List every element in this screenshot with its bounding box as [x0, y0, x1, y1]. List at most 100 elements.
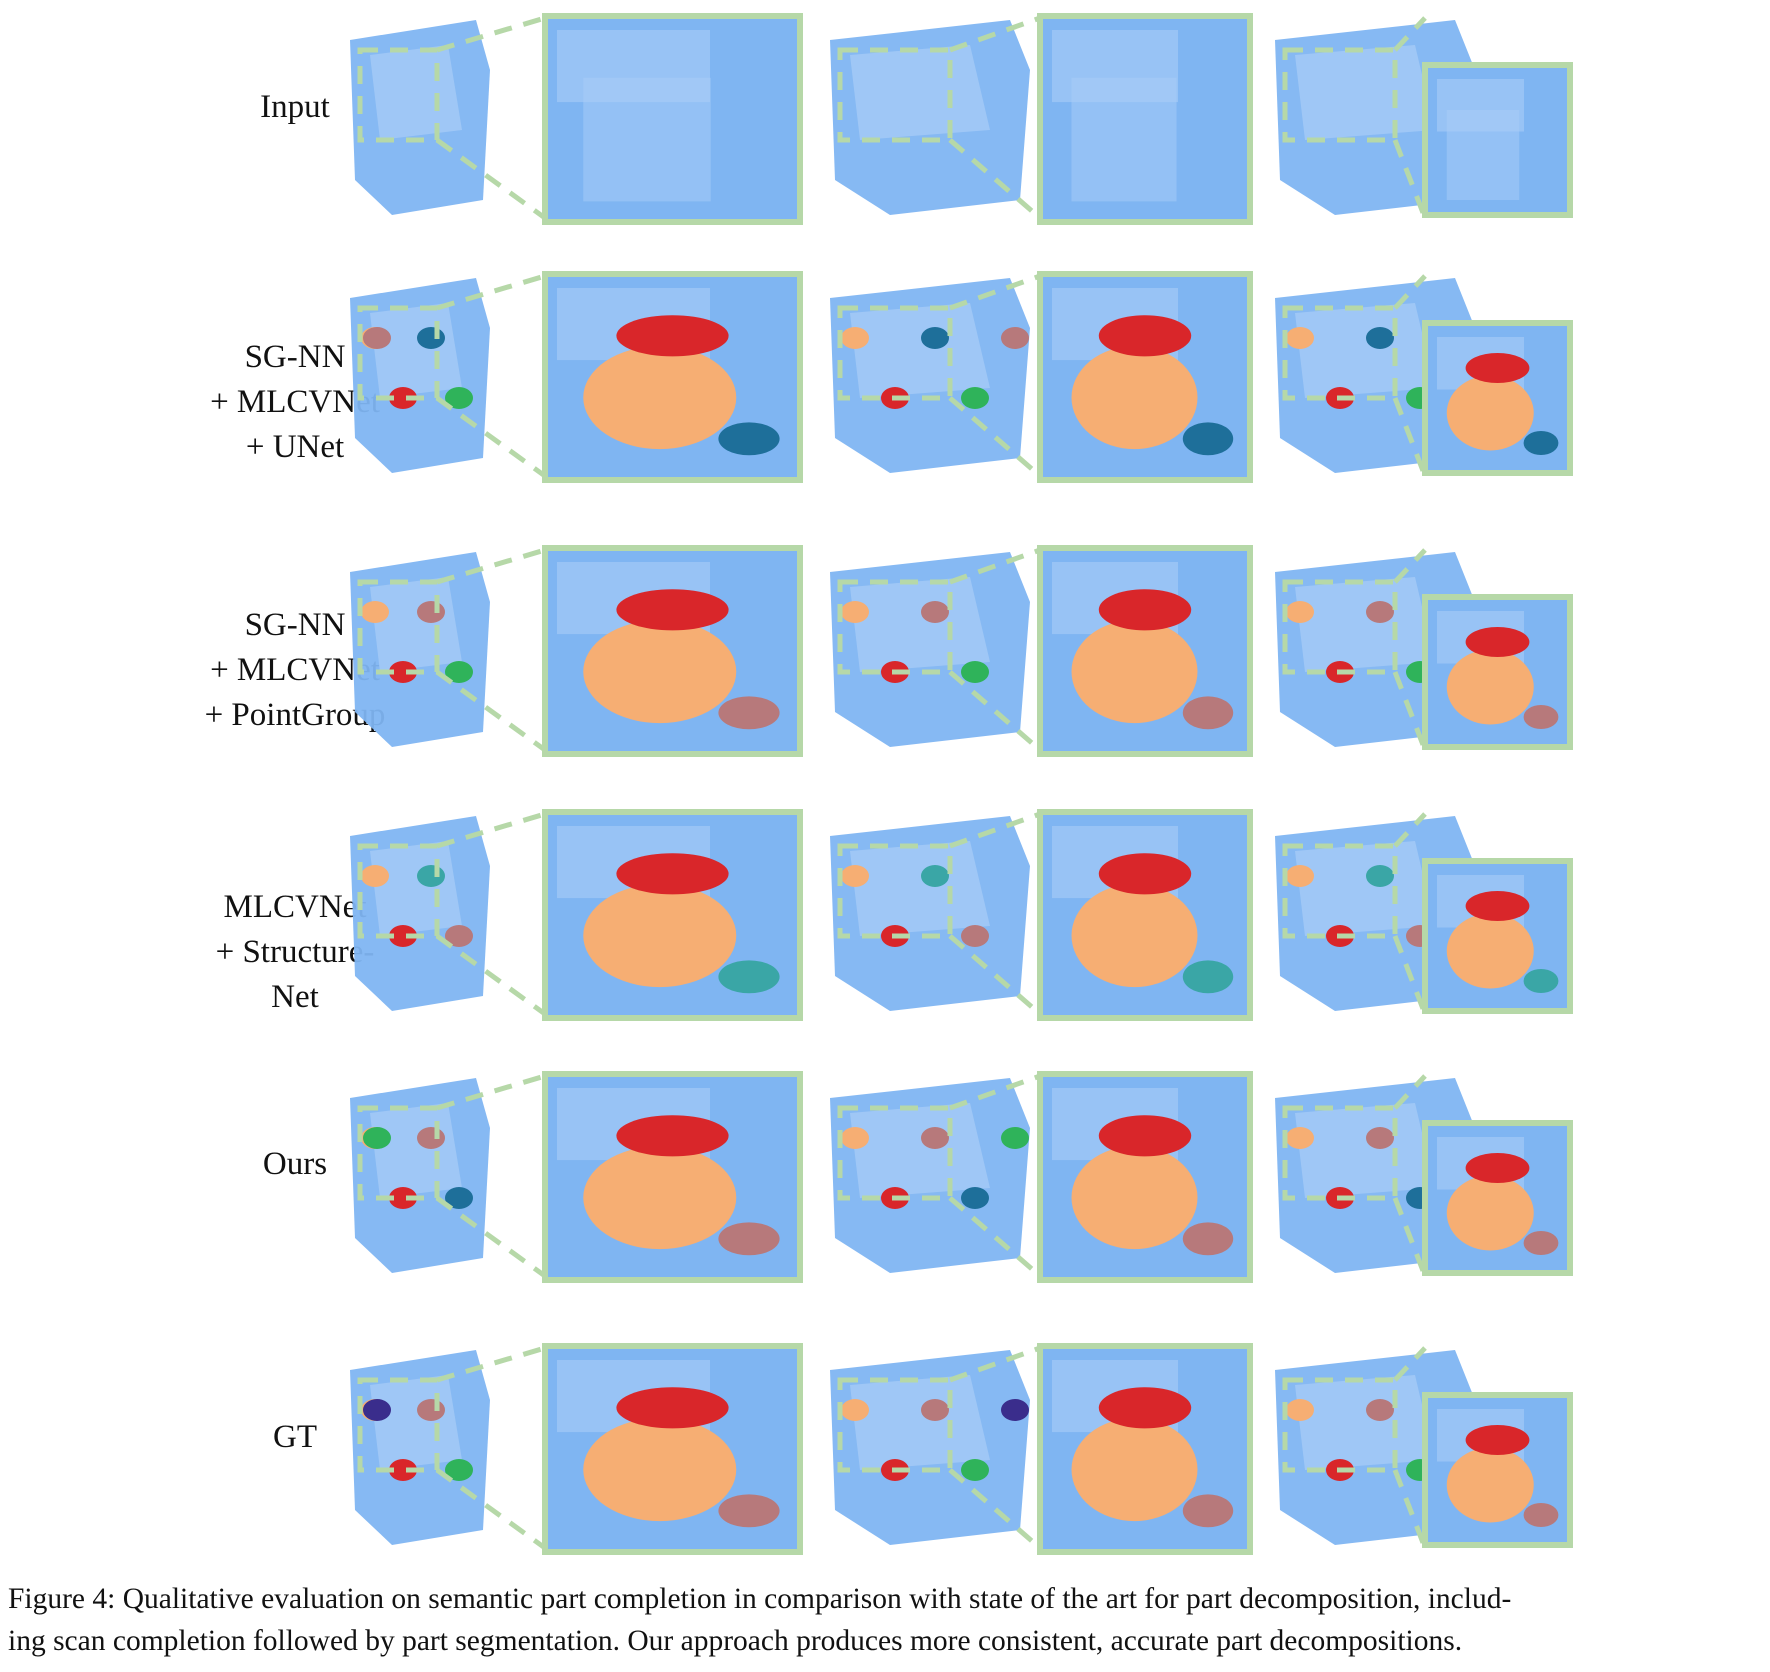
row-label-line: Ours: [262, 1146, 328, 1182]
part-blob: [961, 661, 989, 683]
scan-overview-highlight: [370, 577, 462, 672]
zoom-connector-line: [435, 933, 547, 1017]
zoom-connector-line: [949, 547, 1041, 585]
part-blob: [841, 1127, 869, 1149]
zoom-region-box: [1282, 579, 1398, 675]
inset-part-main: [1071, 884, 1198, 988]
zoom-region-box: [357, 305, 440, 401]
part-blob: [1286, 865, 1314, 887]
caption-line-2: ing scan completion followed by part seg…: [8, 1625, 1463, 1657]
zoom-connector-line: [949, 811, 1041, 849]
part-blob: [961, 1459, 989, 1481]
part-blob: [445, 1187, 473, 1209]
inset-part-secondary: [1465, 891, 1530, 921]
zoom-region-box: [837, 1377, 953, 1473]
part-blob: [921, 865, 949, 887]
scene-panel-1-ours: [350, 1071, 803, 1283]
scan-overview-highlight: [850, 577, 990, 672]
inset-part-secondary: [616, 589, 729, 631]
inset-part-secondary: [616, 1387, 729, 1429]
inset-part-tertiary: [1182, 422, 1234, 456]
part-blob: [921, 601, 949, 623]
zoom-region-box: [357, 843, 440, 939]
zoom-connector-line: [435, 395, 547, 479]
row-label-line: + Structure-: [215, 934, 375, 970]
zoom-region-box: [1282, 1105, 1398, 1201]
inset-part-main: [1071, 1146, 1198, 1250]
part-blob: [921, 1399, 949, 1421]
inset-part-secondary: [1098, 1115, 1192, 1157]
zoom-connector-line: [948, 670, 1042, 752]
part-blob: [1001, 1127, 1029, 1149]
row-label-input: Input: [160, 85, 430, 130]
zoom-connector-line: [948, 396, 1042, 478]
inset-part-tertiary: [1523, 431, 1559, 455]
part-blob: [445, 1459, 473, 1481]
scan-overview-highlight: [370, 841, 462, 936]
scene-panel-3-mlcvnet-structurenet: [1275, 812, 1573, 1015]
part-blob: [1001, 327, 1029, 349]
scan-overview-highlight: [370, 1375, 462, 1470]
scan-overview-highlight: [370, 303, 462, 398]
zoom-region-box: [357, 1377, 440, 1473]
zoom-region-box: [1282, 1377, 1398, 1473]
scene-panel-2-gt: [830, 1343, 1253, 1555]
zoom-region-box: [357, 1105, 440, 1201]
scan-overview-highlight: [370, 45, 462, 140]
inset-part-main: [1071, 1418, 1198, 1522]
zoom-connector-line: [1393, 16, 1427, 52]
inset-part-main: [583, 346, 737, 450]
inset-part-tertiary: [718, 960, 780, 994]
zoom-connector-line: [1392, 1469, 1428, 1549]
scan-overview-highlight: [850, 303, 990, 398]
part-blob: [363, 1399, 391, 1421]
part-blob: [1366, 601, 1394, 623]
inset-part-secondary: [1465, 1153, 1530, 1183]
zoom-region-box: [837, 47, 953, 143]
scene-panel-2-sgnn-mlcvnet-pointgroup: [830, 545, 1253, 757]
scene-panel-1-input: [350, 13, 803, 225]
part-blob: [445, 387, 473, 409]
inset-part-tertiary: [1182, 960, 1234, 994]
inset-part-main: [583, 620, 737, 724]
row-label-line: Net: [271, 979, 319, 1015]
row-label-sgnn-unet: SG-NN + MLCVNet + UNet: [160, 335, 430, 470]
inset-part-secondary: [1465, 353, 1530, 383]
part-blob: [1366, 865, 1394, 887]
row-label-line: SG-NN: [244, 339, 346, 375]
zoom-connector-line: [435, 1467, 547, 1551]
part-blob: [921, 1127, 949, 1149]
inset-part-secondary: [616, 1115, 729, 1157]
zoom-region-box: [837, 305, 953, 401]
part-blob: [389, 387, 417, 409]
caption-line-1: Figure 4: Qualitative evaluation on sema…: [8, 1583, 1512, 1615]
part-blob: [961, 1187, 989, 1209]
scene-panel-1-sgnn-mlcvnet-unet: [350, 271, 803, 483]
zoom-region-box: [1282, 305, 1398, 401]
scene-panel-2-mlcvnet-structurenet: [830, 809, 1253, 1021]
scan-overview-highlight: [370, 1103, 462, 1198]
part-blob: [1366, 1399, 1394, 1421]
zoom-connector-line: [435, 1195, 547, 1279]
zoom-connector-line: [948, 1468, 1042, 1550]
zoom-connector-line: [1392, 139, 1428, 219]
inset-part-tertiary: [1523, 705, 1559, 729]
scene-panel-2-ours: [830, 1071, 1253, 1283]
part-blob: [389, 1187, 417, 1209]
part-blob: [961, 925, 989, 947]
zoom-region-box: [837, 579, 953, 675]
inset-part-main: [1446, 1447, 1534, 1523]
zoom-connector-line: [436, 15, 546, 53]
zoom-connector-line: [435, 669, 547, 753]
inset-scan-object: [583, 77, 711, 202]
inset-part-main: [1071, 346, 1198, 450]
zoom-region-box: [1282, 843, 1398, 939]
scan-overview-highlight: [1295, 45, 1435, 140]
zoom-connector-line: [948, 934, 1042, 1016]
zoom-connector-line: [949, 1073, 1041, 1111]
zoom-connector-line: [1392, 1197, 1428, 1277]
inset-part-secondary: [616, 315, 729, 357]
zoom-region-box: [1282, 47, 1398, 143]
part-blob: [841, 865, 869, 887]
inset-part-secondary: [1098, 853, 1192, 895]
